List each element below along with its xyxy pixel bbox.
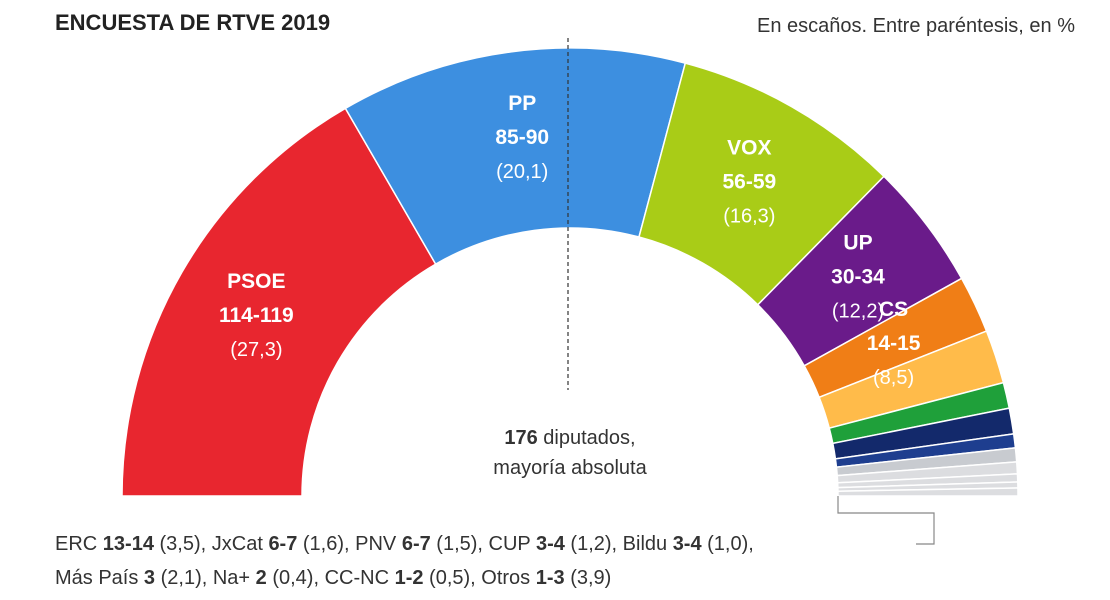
legend-pct-bildu: (1,0), — [701, 533, 754, 555]
label-pct-up: (12,2) — [832, 301, 884, 323]
legend-pct-pnv: (1,5), — [430, 533, 489, 555]
legend-pct-erc: (3,5), — [153, 533, 212, 555]
label-seats-pp: 85-90 — [495, 126, 549, 149]
legend-seats-erc: 13-14 — [102, 533, 154, 555]
legend-party-otros: Otros — [481, 567, 536, 589]
legend-seats-cup: 3-4 — [535, 533, 565, 555]
legend-seats-na: 2 — [255, 567, 267, 589]
legend-seats-pnv: 6-7 — [401, 533, 431, 555]
label-pct-cs: (8,5) — [873, 367, 914, 389]
legend-bracket — [837, 496, 935, 545]
label-name-psoe: PSOE — [227, 270, 285, 293]
center-label-line2: mayoría absoluta — [493, 457, 647, 479]
minor-parties-legend: ERC 13-14 (3,5), JxCat 6-7 (1,6), PNV 6-… — [55, 527, 1015, 595]
majority-text: diputados, — [538, 427, 636, 449]
legend-pct-otros: (3,9) — [564, 567, 612, 589]
legend-seats-otros: 1-3 — [535, 567, 565, 589]
legend-party-pnv: PNV — [355, 533, 402, 555]
label-seats-vox: 56-59 — [722, 171, 776, 194]
label-pct-psoe: (27,3) — [230, 339, 282, 361]
label-name-cs: CS — [879, 298, 908, 321]
chart-subtitle: En escaños. Entre paréntesis, en % — [757, 15, 1075, 37]
majority-number: 176 — [504, 427, 537, 449]
legend-seats-mas-pais: 3 — [143, 567, 156, 589]
legend-pct-na: (0,4), — [266, 567, 325, 589]
chart-title: ENCUESTA DE RTVE 2019 — [55, 10, 330, 35]
legend-line-2: Más País 3 (2,1), Na+ 2 (0,4), CC-NC 1-2… — [55, 561, 1015, 595]
label-pct-vox: (16,3) — [723, 206, 775, 228]
segment-labels: PSOE 114-119 (27,3) PP 85-90 (20,1) VOX 56-59 (1… — [219, 92, 921, 389]
legend-party-bildu: Bildu — [622, 533, 673, 555]
legend-party-cc-nc: CC-NC — [324, 567, 395, 589]
legend-line-1: ERC 13-14 (3,5), JxCat 6-7 (1,6), PNV 6-… — [55, 527, 1015, 561]
legend-party-jxcat: JxCat — [211, 533, 269, 555]
label-seats-psoe: 114-119 — [219, 304, 294, 327]
legend-seats-bildu: 3-4 — [672, 533, 702, 555]
label-name-pp: PP — [508, 92, 536, 115]
legend-party-mas-pais: Más País — [55, 567, 144, 589]
segment-psoe — [121, 107, 437, 497]
legend-pct-jxcat: (1,6), — [297, 533, 356, 555]
center-label-line1: 176 diputados, — [504, 427, 635, 449]
legend-seats-jxcat: 6-7 — [268, 533, 298, 555]
hemicycle-segments — [121, 47, 1019, 497]
label-seats-up: 30-34 — [831, 266, 885, 289]
legend-party-cup: CUP — [488, 533, 536, 555]
label-seats-cs: 14-15 — [867, 332, 921, 355]
label-name-vox: VOX — [727, 137, 771, 160]
label-name-up: UP — [843, 232, 872, 255]
legend-pct-cup: (1,2), — [564, 533, 623, 555]
legend-pct-mas-pais: (2,1), — [155, 567, 213, 589]
legend-pct-cc-nc: (0,5), — [423, 567, 482, 589]
legend-party-na: Na+ — [212, 567, 256, 589]
legend-seats-cc-nc: 1-2 — [394, 567, 424, 589]
legend-party-erc: ERC — [55, 533, 103, 555]
label-pct-pp: (20,1) — [496, 161, 548, 183]
